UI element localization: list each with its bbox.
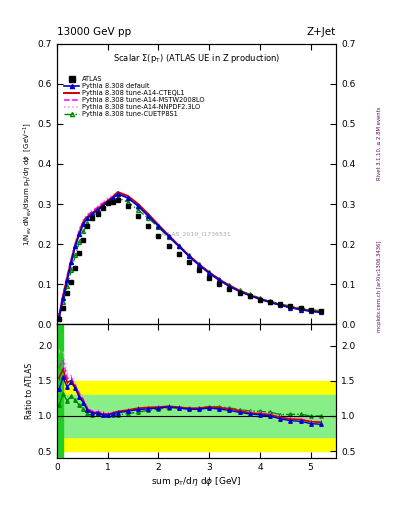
Text: mcplots.cern.ch [arXiv:1306.3436]: mcplots.cern.ch [arXiv:1306.3436] bbox=[377, 241, 382, 332]
Text: ATLAS_2019_I1736531: ATLAS_2019_I1736531 bbox=[161, 232, 232, 238]
Text: Z+Jet: Z+Jet bbox=[307, 27, 336, 37]
Y-axis label: 1/N$_{\rm ev}$ dN$_{\rm ev}$/dsum p$_{\rm T}$/d$\eta$ d$\phi$  [GeV$^{-1}$]: 1/N$_{\rm ev}$ dN$_{\rm ev}$/dsum p$_{\r… bbox=[21, 122, 33, 246]
Y-axis label: Ratio to ATLAS: Ratio to ATLAS bbox=[25, 364, 33, 419]
Text: Rivet 3.1.10, ≥ 2.8M events: Rivet 3.1.10, ≥ 2.8M events bbox=[377, 106, 382, 180]
Text: 13000 GeV pp: 13000 GeV pp bbox=[57, 27, 131, 37]
X-axis label: sum p$_{\rm T}$/d$\eta$ d$\phi$ [GeV]: sum p$_{\rm T}$/d$\eta$ d$\phi$ [GeV] bbox=[151, 475, 242, 488]
Text: Scalar $\Sigma$(p$_{\rm T}$) (ATLAS UE in Z production): Scalar $\Sigma$(p$_{\rm T}$) (ATLAS UE i… bbox=[113, 52, 280, 65]
Legend: ATLAS, Pythia 8.308 default, Pythia 8.308 tune-A14-CTEQL1, Pythia 8.308 tune-A14: ATLAS, Pythia 8.308 default, Pythia 8.30… bbox=[63, 75, 206, 119]
